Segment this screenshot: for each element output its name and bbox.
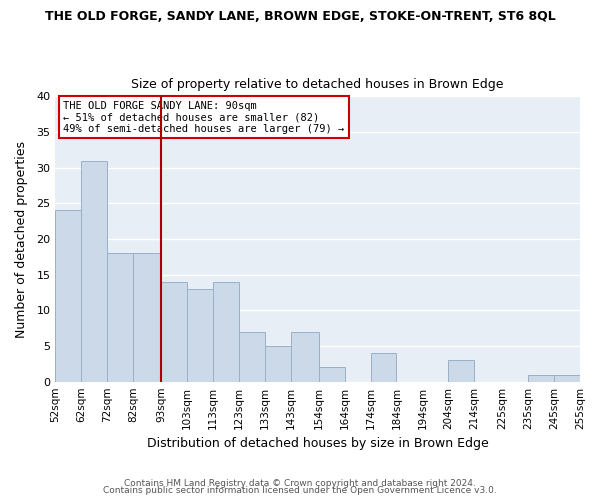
Bar xyxy=(239,332,265,382)
Bar xyxy=(213,282,239,382)
Title: Size of property relative to detached houses in Brown Edge: Size of property relative to detached ho… xyxy=(131,78,504,91)
X-axis label: Distribution of detached houses by size in Brown Edge: Distribution of detached houses by size … xyxy=(147,437,488,450)
Bar xyxy=(290,332,319,382)
Bar xyxy=(319,368,345,382)
Bar xyxy=(133,254,161,382)
Bar xyxy=(55,210,81,382)
Bar xyxy=(187,289,213,382)
Text: THE OLD FORGE, SANDY LANE, BROWN EDGE, STOKE-ON-TRENT, ST6 8QL: THE OLD FORGE, SANDY LANE, BROWN EDGE, S… xyxy=(44,10,556,23)
Text: THE OLD FORGE SANDY LANE: 90sqm
← 51% of detached houses are smaller (82)
49% of: THE OLD FORGE SANDY LANE: 90sqm ← 51% of… xyxy=(63,100,344,134)
Bar xyxy=(161,282,187,382)
Bar xyxy=(554,374,580,382)
Bar xyxy=(107,254,133,382)
Text: Contains HM Land Registry data © Crown copyright and database right 2024.: Contains HM Land Registry data © Crown c… xyxy=(124,478,476,488)
Bar xyxy=(265,346,290,382)
Bar xyxy=(81,160,107,382)
Text: Contains public sector information licensed under the Open Government Licence v3: Contains public sector information licen… xyxy=(103,486,497,495)
Bar xyxy=(448,360,474,382)
Y-axis label: Number of detached properties: Number of detached properties xyxy=(15,140,28,338)
Bar xyxy=(371,353,397,382)
Bar xyxy=(529,374,554,382)
